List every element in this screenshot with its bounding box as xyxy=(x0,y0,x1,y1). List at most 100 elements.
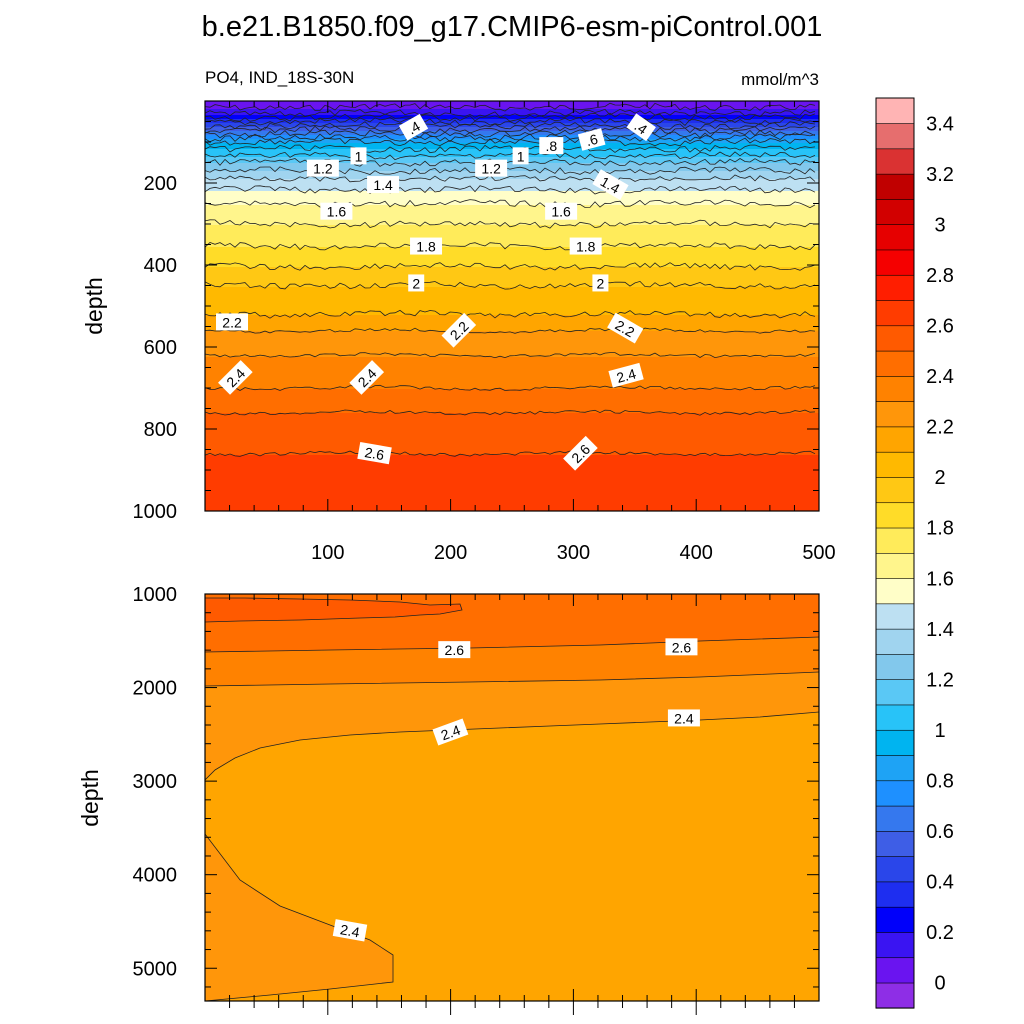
colorbar-label: 2 xyxy=(934,467,945,489)
upper-fill-strip xyxy=(205,129,819,132)
colorbar-swatch xyxy=(875,577,915,605)
upper-fill-strip xyxy=(205,437,819,440)
upper-contour-label: 2.6 xyxy=(563,435,598,471)
panel-subtitle-units: mmol/m^3 xyxy=(741,70,819,89)
upper-fill-strip xyxy=(205,179,819,182)
upper-contour-label: 1.2 xyxy=(475,159,508,177)
upper-contour-line xyxy=(205,327,816,334)
upper-fill-strip xyxy=(205,151,819,154)
upper-fill-strip xyxy=(205,109,819,112)
upper-fill-strip xyxy=(205,405,819,408)
upper-fill-strip xyxy=(205,467,819,470)
upper-fill-strip xyxy=(205,359,819,362)
upper-fill-strip xyxy=(205,385,819,388)
upper-fill-strip xyxy=(205,311,819,314)
colorbar-label: 1.8 xyxy=(926,518,954,540)
upper-contour-label-bg xyxy=(539,137,564,155)
lower-contour-label-text: 2.6 xyxy=(672,639,692,655)
upper-fill-strip xyxy=(205,401,819,404)
upper-fill-strip xyxy=(205,371,819,374)
upper-contour-label: 2 xyxy=(408,274,425,292)
upper-fill-strip xyxy=(205,391,819,394)
upper-contour-line xyxy=(205,174,816,184)
upper-fill-strip xyxy=(205,139,819,142)
upper-contour-line xyxy=(205,450,816,457)
upper-fill-strip xyxy=(205,221,819,224)
upper-fill-strip xyxy=(205,485,819,488)
upper-fill-strip xyxy=(205,131,819,134)
upper-fill-strip xyxy=(205,275,819,278)
upper-fill-strip xyxy=(205,495,819,498)
colorbar-swatch xyxy=(875,476,915,504)
upper-fill-strip xyxy=(205,285,819,288)
upper-contour-label: 1 xyxy=(512,147,529,165)
upper-fill-strip xyxy=(205,355,819,358)
upper-fill-strip xyxy=(205,347,819,350)
colorbar-swatch xyxy=(875,679,915,706)
lower-y-tick-label: 1000 xyxy=(133,584,178,606)
upper-contour-label-text: 2.4 xyxy=(615,365,638,386)
colorbar-swatch xyxy=(875,780,915,807)
upper-fill-strip xyxy=(205,203,819,206)
upper-fill-strip xyxy=(205,475,819,478)
upper-fill-strip xyxy=(205,393,819,396)
upper-contour-label-text: 2.6 xyxy=(363,444,385,463)
upper-fill-strip xyxy=(205,477,819,480)
lower-contour-label-text: 2.4 xyxy=(339,921,361,940)
upper-fill-strip xyxy=(205,119,819,122)
upper-fill-strip xyxy=(205,343,819,346)
upper-fill-strip xyxy=(205,185,819,188)
upper-y-tick-label: 1000 xyxy=(133,501,178,523)
upper-contour-label-bg xyxy=(592,274,609,292)
upper-contour-label: 1.2 xyxy=(306,159,339,177)
upper-fill-strip xyxy=(205,217,819,220)
colorbar-swatch xyxy=(875,527,915,554)
upper-fill-strip xyxy=(205,211,819,214)
upper-contour-label-bg xyxy=(592,169,629,200)
upper-fill-strip xyxy=(205,115,819,118)
upper-y-tick-label: 600 xyxy=(144,337,177,359)
upper-fill-strip xyxy=(205,235,819,238)
upper-fill-strip xyxy=(205,309,819,312)
upper-contour-line xyxy=(205,166,816,175)
colorbar-swatch xyxy=(875,325,915,352)
upper-fill-strip xyxy=(205,173,819,176)
lower-contour-label: 2.4 xyxy=(332,919,368,942)
colorbar-swatch xyxy=(875,881,915,908)
panel-subtitle-variable: PO4, IND_18S-30N xyxy=(205,68,354,87)
colorbar-label: 2.4 xyxy=(926,366,954,388)
upper-fill-strip xyxy=(205,441,819,444)
upper-fill-strip xyxy=(205,449,819,452)
upper-fill-strip xyxy=(205,425,819,428)
upper-fill-strip xyxy=(205,291,819,294)
upper-axes: 200 400 600 800 1000 100 200 300 400 500 xyxy=(133,101,836,564)
colorbar-label: 0.8 xyxy=(926,771,954,793)
upper-fill-strip xyxy=(205,451,819,454)
colorbar-swatch xyxy=(875,982,915,1009)
colorbar-swatch xyxy=(875,704,915,731)
colorbar-label: 1.4 xyxy=(926,619,954,641)
upper-fill-strip xyxy=(205,365,819,368)
upper-fill-strip xyxy=(205,113,819,116)
upper-fill-strip xyxy=(205,315,819,318)
upper-fill-strip xyxy=(205,307,819,310)
upper-contour-label-bg xyxy=(626,113,656,142)
upper-fill-strip xyxy=(205,427,819,430)
upper-fill-strip xyxy=(205,373,819,376)
upper-fill-strip xyxy=(205,301,819,304)
upper-fill-strip xyxy=(205,455,819,458)
upper-contour-label-text: 1.6 xyxy=(551,204,571,220)
upper-contour-label-bg xyxy=(441,312,477,348)
upper-fill-strip xyxy=(205,323,819,326)
upper-fill-strip xyxy=(205,193,819,196)
upper-x-tick-label: 400 xyxy=(680,542,713,564)
upper-fill-strip xyxy=(205,493,819,496)
upper-fill-strip xyxy=(205,375,819,378)
upper-fill-strip xyxy=(205,431,819,434)
colorbar-swatch xyxy=(875,502,915,529)
upper-fill-strip xyxy=(205,171,819,174)
upper-fill-strip xyxy=(205,125,819,128)
upper-fill-strip xyxy=(205,231,819,234)
upper-fill-strip xyxy=(205,337,819,340)
upper-fill-strip xyxy=(205,319,819,322)
